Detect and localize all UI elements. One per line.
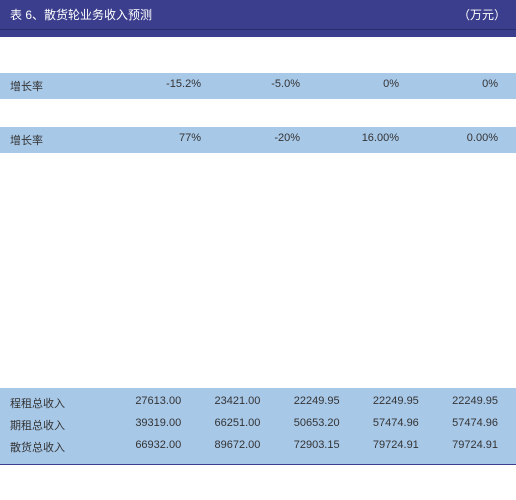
footer-divider xyxy=(0,464,516,465)
total-0-val-1: 23421.00 xyxy=(189,395,268,411)
total-1-val-1: 66251.00 xyxy=(189,417,268,433)
total-1-val-4: 57474.96 xyxy=(427,417,506,433)
total-row-sanhuo: 散货总收入 66932.00 89672.00 72903.15 79724.9… xyxy=(10,436,506,458)
totals-section: 程租总收入 27613.00 23421.00 22249.95 22249.9… xyxy=(0,388,516,464)
total-0-val-2: 22249.95 xyxy=(268,395,347,411)
total-2-val-0: 66932.00 xyxy=(110,439,189,455)
blank-section-1 xyxy=(0,37,516,73)
table-title-bar: 表 6、散货轮业务收入预测 （万元） xyxy=(0,0,516,29)
total-0-val-0: 27613.00 xyxy=(110,395,189,411)
growth1-val-0: -15.2% xyxy=(110,78,209,94)
growth-rate-row-2: 增长率 77% -20% 16.00% 0.00% xyxy=(0,127,516,153)
blank-section-2 xyxy=(0,99,516,127)
growth2-val-1: -20% xyxy=(209,132,308,148)
growth1-val-2: 0% xyxy=(308,78,407,94)
total-1-val-3: 57474.96 xyxy=(348,417,427,433)
total-label-0: 程租总收入 xyxy=(10,395,110,411)
total-2-val-3: 79724.91 xyxy=(348,439,427,455)
table-unit: （万元） xyxy=(458,6,506,23)
growth-rate-row-1: 增长率 -15.2% -5.0% 0% 0% xyxy=(0,73,516,99)
total-1-val-0: 39319.00 xyxy=(110,417,189,433)
total-label-1: 期租总收入 xyxy=(10,417,110,433)
growth2-val-3: 0.00% xyxy=(407,132,506,148)
total-2-val-4: 79724.91 xyxy=(427,439,506,455)
total-label-2: 散货总收入 xyxy=(10,439,110,455)
blank-section-3 xyxy=(0,153,516,388)
header-divider xyxy=(0,29,516,37)
growth-label-2: 增长率 xyxy=(10,132,110,148)
total-row-qizu: 期租总收入 39319.00 66251.00 50653.20 57474.9… xyxy=(10,414,506,436)
growth2-val-2: 16.00% xyxy=(308,132,407,148)
total-2-val-2: 72903.15 xyxy=(268,439,347,455)
growth1-val-1: -5.0% xyxy=(209,78,308,94)
table-title: 表 6、散货轮业务收入预测 xyxy=(10,6,152,23)
growth-label-1: 增长率 xyxy=(10,78,110,94)
total-row-chengzu: 程租总收入 27613.00 23421.00 22249.95 22249.9… xyxy=(10,392,506,414)
growth1-val-3: 0% xyxy=(407,78,506,94)
total-1-val-2: 50653.20 xyxy=(268,417,347,433)
total-0-val-4: 22249.95 xyxy=(427,395,506,411)
total-0-val-3: 22249.95 xyxy=(348,395,427,411)
total-2-val-1: 89672.00 xyxy=(189,439,268,455)
growth2-val-0: 77% xyxy=(110,132,209,148)
